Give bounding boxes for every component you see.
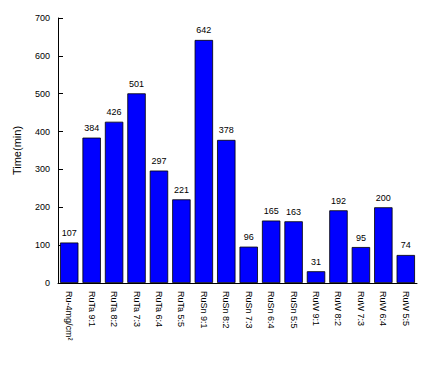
svg-text:96: 96 (244, 232, 254, 242)
svg-text:RuW 6:4: RuW 6:4 (378, 291, 388, 326)
svg-text:Time(min): Time(min) (11, 126, 23, 175)
svg-text:200: 200 (35, 202, 50, 212)
svg-text:642: 642 (196, 25, 211, 35)
svg-text:221: 221 (174, 185, 189, 195)
svg-text:297: 297 (151, 156, 166, 166)
svg-text:163: 163 (286, 207, 301, 217)
svg-text:95: 95 (356, 233, 366, 243)
svg-text:400: 400 (35, 127, 50, 137)
svg-text:RuW 9:1: RuW 9:1 (311, 291, 321, 326)
svg-text:501: 501 (129, 79, 144, 89)
svg-text:378: 378 (219, 125, 234, 135)
svg-text:RuSn 8:2: RuSn 8:2 (221, 291, 231, 329)
svg-text:RuW 8:2: RuW 8:2 (333, 291, 343, 326)
svg-text:31: 31 (311, 257, 321, 267)
svg-text:192: 192 (331, 196, 346, 206)
svg-text:0: 0 (45, 278, 50, 288)
svg-text:RuTa 7:3: RuTa 7:3 (132, 291, 142, 327)
svg-text:RuSn 6:4: RuSn 6:4 (266, 291, 276, 329)
svg-text:500: 500 (35, 89, 50, 99)
svg-text:RuSn 5:5: RuSn 5:5 (289, 291, 299, 329)
svg-text:RuTa 5:5: RuTa 5:5 (176, 291, 186, 327)
svg-text:200: 200 (376, 193, 391, 203)
svg-text:100: 100 (35, 240, 50, 250)
svg-text:RuTa 8:2: RuTa 8:2 (109, 291, 119, 327)
svg-text:RuSn 7:3: RuSn 7:3 (244, 291, 254, 329)
svg-text:74: 74 (401, 240, 411, 250)
svg-text:600: 600 (35, 51, 50, 61)
svg-text:RuTa 6:4: RuTa 6:4 (154, 291, 164, 327)
svg-text:700: 700 (35, 13, 50, 23)
svg-text:RuW 5:5: RuW 5:5 (401, 291, 411, 326)
svg-text:384: 384 (84, 123, 99, 133)
svg-text:Ru-4mg/cm²: Ru-4mg/cm² (64, 291, 74, 341)
svg-text:RuTa 9:1: RuTa 9:1 (87, 291, 97, 327)
svg-text:165: 165 (264, 206, 279, 216)
svg-text:107: 107 (62, 228, 77, 238)
svg-text:RuSn 9:1: RuSn 9:1 (199, 291, 209, 329)
svg-text:300: 300 (35, 164, 50, 174)
svg-text:RuW 7:3: RuW 7:3 (356, 291, 366, 326)
svg-text:426: 426 (107, 107, 122, 117)
